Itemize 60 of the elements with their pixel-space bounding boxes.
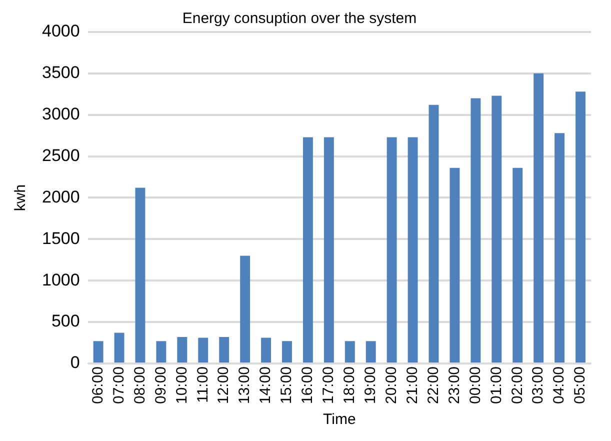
x-tick-label: 08:00 bbox=[131, 366, 148, 404]
x-tick-label: 20:00 bbox=[382, 366, 400, 404]
x-tick-label: 04:00 bbox=[550, 366, 568, 404]
bar bbox=[344, 341, 355, 362]
x-tick-label: 03:00 bbox=[530, 366, 547, 404]
bar bbox=[302, 137, 313, 362]
x-tick-label: 02:00 bbox=[508, 366, 526, 404]
x-tick-label: 05:00 bbox=[572, 366, 589, 404]
bar bbox=[240, 256, 250, 362]
x-axis-title: Time bbox=[323, 411, 356, 428]
x-tick-label: 09:00 bbox=[152, 366, 170, 404]
x-tick-label: 17:00 bbox=[320, 366, 338, 404]
x-tick-label: 22:00 bbox=[424, 366, 442, 404]
bar bbox=[261, 338, 272, 362]
x-tick-label: 10:00 bbox=[173, 366, 190, 404]
bar bbox=[386, 137, 397, 362]
x-tick-label: 11:00 bbox=[194, 366, 212, 403]
bar bbox=[366, 341, 376, 362]
bar bbox=[554, 133, 565, 362]
x-tick-label: 13:00 bbox=[236, 366, 254, 404]
bar bbox=[219, 336, 230, 362]
x-tick-label: 00:00 bbox=[466, 366, 484, 404]
bar bbox=[177, 336, 188, 362]
y-tick-label: 1500 bbox=[42, 228, 80, 248]
bar bbox=[198, 338, 208, 362]
bar bbox=[324, 137, 334, 362]
bar bbox=[93, 341, 104, 362]
bar bbox=[534, 73, 544, 362]
bar bbox=[135, 188, 146, 362]
bar bbox=[428, 104, 439, 362]
x-tick-label: 01:00 bbox=[488, 366, 505, 404]
bar bbox=[470, 98, 481, 362]
bar bbox=[114, 332, 124, 362]
x-tick-label: 12:00 bbox=[215, 366, 232, 404]
x-tick-label: 16:00 bbox=[299, 366, 316, 404]
x-tick-label: 23:00 bbox=[446, 366, 463, 404]
bar bbox=[282, 341, 292, 362]
bar bbox=[156, 341, 166, 362]
y-tick-label: 2500 bbox=[42, 146, 80, 165]
bar bbox=[512, 168, 523, 362]
bar bbox=[408, 137, 418, 362]
chart-title: Energy consuption over the system bbox=[182, 10, 417, 28]
x-tick-label: 14:00 bbox=[257, 366, 274, 404]
y-tick-label: 1000 bbox=[42, 270, 80, 290]
y-axis-title: kwh bbox=[12, 184, 30, 212]
bar bbox=[576, 92, 586, 362]
bar bbox=[492, 96, 502, 362]
x-tick-label: 06:00 bbox=[89, 366, 106, 404]
x-tick-label: 15:00 bbox=[278, 366, 296, 404]
y-tick-label: 3000 bbox=[42, 104, 80, 124]
y-tick-label: 3500 bbox=[42, 63, 80, 82]
y-tick-label: 0 bbox=[70, 353, 80, 372]
y-tick-label: 4000 bbox=[42, 22, 80, 41]
x-tick-label: 19:00 bbox=[362, 366, 379, 404]
x-tick-label: 21:00 bbox=[404, 366, 421, 404]
bar bbox=[450, 168, 460, 362]
y-tick-label: 500 bbox=[51, 312, 80, 331]
x-tick-label: 18:00 bbox=[341, 366, 358, 404]
x-tick-label: 07:00 bbox=[110, 366, 128, 404]
y-tick-label: 2000 bbox=[42, 187, 80, 206]
